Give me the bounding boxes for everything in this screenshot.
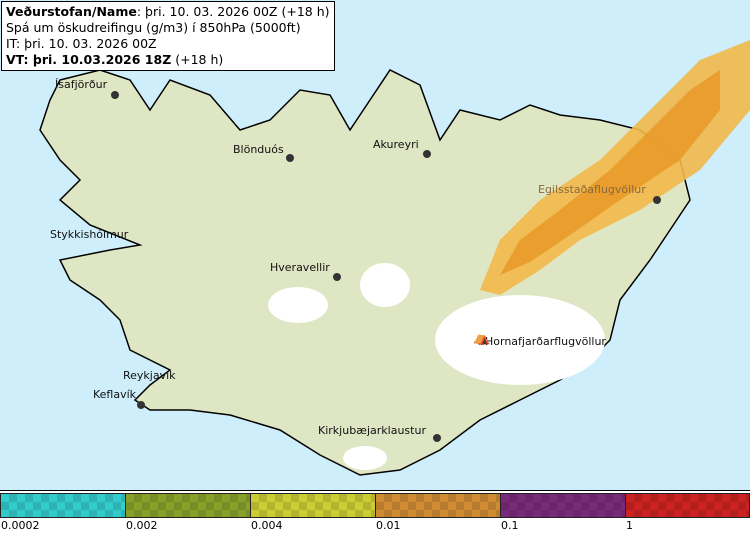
town-marker	[137, 401, 145, 409]
glacier-langjokull	[268, 287, 328, 323]
legend-swatch	[375, 493, 501, 518]
header-product: Spá um öskudreifingu (g/m3) í 850hPa (50…	[6, 20, 301, 35]
town-marker	[333, 273, 341, 281]
header-issue-time: IT: þri. 10. 03. 2026 00Z	[6, 36, 157, 51]
glacier-vatnajokull	[435, 295, 605, 385]
town-label: Keflavík	[93, 388, 137, 401]
ash-plume-core	[500, 70, 720, 275]
town-marker	[433, 434, 441, 442]
legend-label: 0.002	[126, 519, 158, 532]
town-label: Blönduós	[233, 143, 284, 156]
town-marker	[653, 196, 661, 204]
town-marker	[111, 91, 119, 99]
legend-swatch	[625, 493, 750, 518]
legend-swatch	[0, 493, 126, 518]
airport-icon: ⛺	[473, 330, 491, 346]
town-label: Akureyri	[373, 138, 419, 151]
header-lead: (+18 h)	[171, 52, 224, 67]
glacier-hofsjokull	[360, 263, 410, 307]
header-agency: Veðurstofan/Name	[6, 4, 137, 19]
town-label: Hornafjarðarflugvöllur	[485, 335, 606, 348]
town-label: Kirkjubæjarklaustur	[318, 424, 426, 437]
legend-label: 0.1	[501, 519, 519, 532]
map-header: Veðurstofan/Name: þri. 10. 03. 2026 00Z …	[1, 1, 335, 71]
legend-label: 1	[626, 519, 633, 532]
glacier-myrdalsjokull	[343, 446, 387, 470]
concentration-legend: 0.0002 0.002 0.004 0.01 0.1 1	[0, 490, 750, 533]
town-label: Stykkishólmur	[50, 228, 129, 241]
legend-swatch	[125, 493, 251, 518]
legend-swatch	[500, 493, 626, 518]
ash-dispersion-map	[0, 0, 750, 490]
header-valid-time: VT: þri. 10.03.2026 18Z	[6, 52, 172, 67]
header-run: : þri. 10. 03. 2026 00Z (+18 h)	[136, 4, 330, 19]
town-marker	[286, 154, 294, 162]
town-label: Hveravellir	[270, 261, 330, 274]
town-label: Ísafjörður	[55, 78, 108, 91]
legend-label: 0.01	[376, 519, 401, 532]
legend-label: 0.004	[251, 519, 283, 532]
legend-swatch	[250, 493, 376, 518]
town-label: Egilsstaðaflugvöllur	[538, 183, 646, 196]
town-label: Reykjavík	[123, 369, 176, 382]
legend-label: 0.0002	[1, 519, 40, 532]
town-marker	[423, 150, 431, 158]
